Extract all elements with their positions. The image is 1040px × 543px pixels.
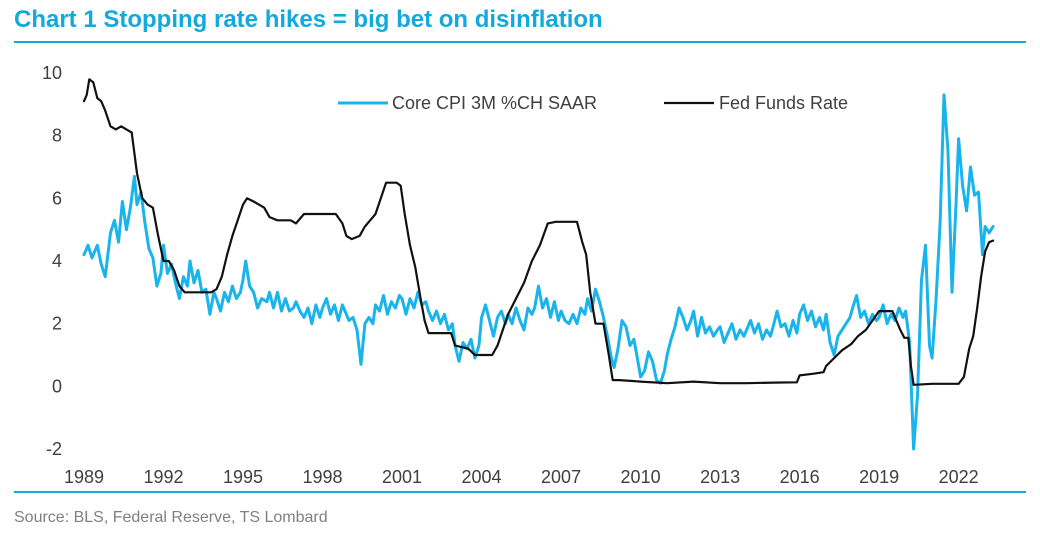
y-tick-label: -2 xyxy=(46,439,62,459)
title-rule xyxy=(14,41,1026,43)
legend-label: Core CPI 3M %CH SAAR xyxy=(392,93,597,113)
x-axis: 1989 1992 1995 1998 2001 2004 2007 2010 2013 2016… xyxy=(64,467,979,487)
plot-lines xyxy=(82,78,995,451)
x-tick-label: 2013 xyxy=(700,467,740,487)
x-tick-label: 1989 xyxy=(64,467,104,487)
series-line-fed-funds-rate xyxy=(82,78,995,386)
x-tick-label: 2007 xyxy=(541,467,581,487)
y-axis: 10 8 6 4 2 0 -2 xyxy=(42,63,62,459)
y-tick-label: 4 xyxy=(52,251,62,271)
x-tick-label: 2019 xyxy=(859,467,899,487)
y-tick-label: 10 xyxy=(42,63,62,83)
x-tick-label: 2022 xyxy=(939,467,979,487)
chart-area: 10 8 6 4 2 0 -2 1989 1992 1995 1998 2001 2004 2007 20… xyxy=(42,63,995,487)
legend: Core CPI 3M %CH SAAR Fed Funds Rate xyxy=(338,93,848,113)
x-tick-label: 1992 xyxy=(143,467,183,487)
y-tick-label: 0 xyxy=(52,376,62,396)
x-tick-label: 2004 xyxy=(462,467,502,487)
x-tick-label: 2016 xyxy=(780,467,820,487)
y-tick-label: 8 xyxy=(52,126,62,146)
x-tick-label: 1998 xyxy=(303,467,343,487)
chart-title: Chart 1 Stopping rate hikes = big bet on… xyxy=(14,6,603,33)
x-tick-label: 2001 xyxy=(382,467,422,487)
y-tick-label: 2 xyxy=(52,314,62,334)
source-note: Source: BLS, Federal Reserve, TS Lombard xyxy=(14,509,328,526)
footer-rule xyxy=(14,491,1026,493)
legend-label: Fed Funds Rate xyxy=(719,93,848,113)
x-tick-label: 1995 xyxy=(223,467,263,487)
x-tick-label: 2010 xyxy=(621,467,661,487)
series-line-core-cpi xyxy=(82,93,995,451)
y-tick-label: 6 xyxy=(52,188,62,208)
